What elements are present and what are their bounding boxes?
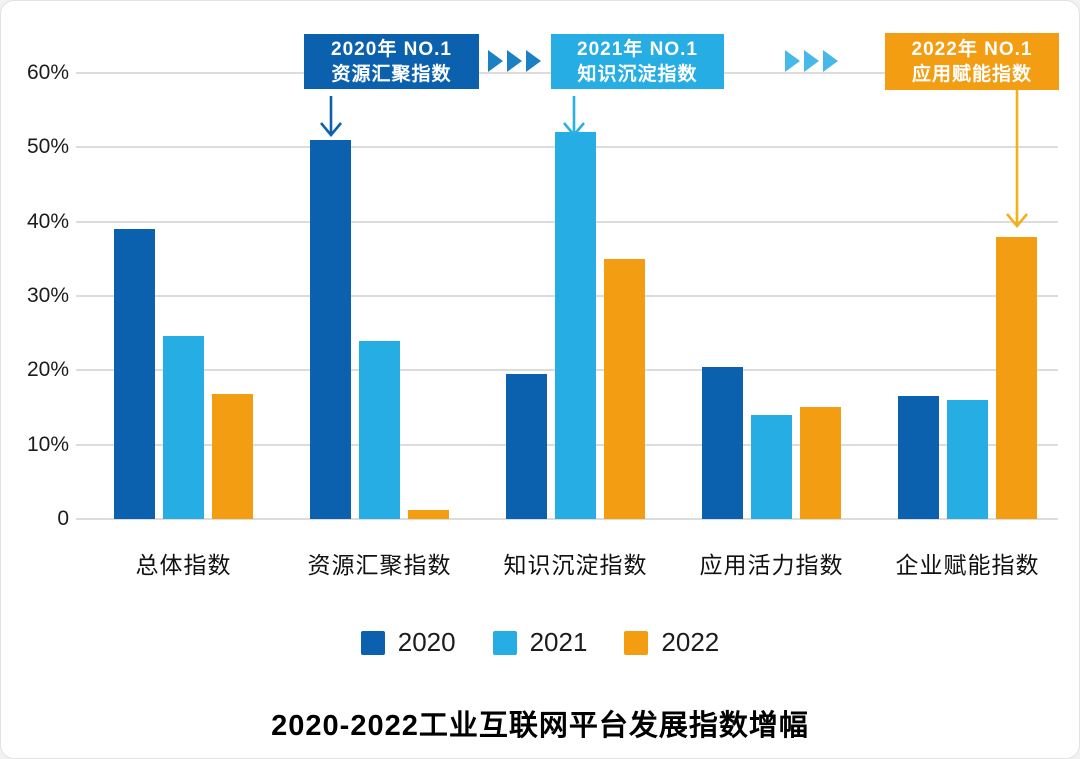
bar-2020-企业赋能指数 — [898, 396, 939, 519]
x-axis-category-label: 总体指数 — [135, 552, 232, 578]
annotation-2020-year: 2020年 NO.1 — [331, 38, 452, 60]
legend-swatch-icon — [360, 630, 385, 655]
bar-2020-应用活力指数 — [702, 367, 743, 519]
annotation-2021-year: 2021年 NO.1 — [577, 38, 698, 60]
bar-2021-总体指数 — [163, 336, 204, 519]
bar-2020-总体指数 — [114, 229, 155, 519]
bar-2021-企业赋能指数 — [947, 400, 988, 519]
y-axis-tick-label: 20% — [26, 358, 69, 382]
legend-item-2021: 2021 — [492, 627, 588, 658]
triple-chevron-right-icon — [785, 50, 838, 72]
x-axis-category-label: 资源汇聚指数 — [307, 552, 452, 578]
gridline — [76, 518, 1058, 520]
annotation-2020-index: 资源汇聚指数 — [331, 63, 452, 85]
legend-label: 2022 — [661, 627, 720, 657]
bar-2020-知识沉淀指数 — [506, 374, 547, 519]
legend-swatch-icon — [492, 630, 517, 655]
legend-swatch-icon — [624, 630, 649, 655]
legend-item-2022: 2022 — [624, 627, 719, 658]
x-axis-category-label: 企业赋能指数 — [895, 552, 1040, 578]
annotation-box-2022: 2022年 NO.1 应用赋能指数 — [885, 33, 1059, 90]
y-axis-tick-label: 0 — [57, 507, 69, 530]
y-axis-tick-label: 30% — [26, 284, 69, 307]
y-axis-tick-label: 60% — [26, 61, 69, 84]
down-arrow-icon — [563, 96, 585, 138]
bar-2021-资源汇聚指数 — [359, 340, 400, 519]
bar-2021-应用活力指数 — [751, 414, 792, 519]
annotation-2022-year: 2022年 NO.1 — [911, 38, 1033, 60]
annotation-box-2021: 2021年 NO.1 知识沉淀指数 — [551, 34, 724, 89]
bar-2022-总体指数 — [212, 394, 253, 519]
triple-chevron-right-icon — [488, 50, 541, 72]
chart-title: 2020-2022工业互联网平台发展指数增幅 — [271, 710, 809, 742]
bar-2022-资源汇聚指数 — [408, 510, 449, 519]
x-axis-category-label: 知识沉淀指数 — [503, 552, 648, 578]
x-axis-category-label: 应用活力指数 — [699, 552, 844, 578]
legend-item-2020: 2020 — [360, 627, 456, 658]
bar-2021-知识沉淀指数 — [555, 132, 596, 519]
annotation-box-2020: 2020年 NO.1 资源汇聚指数 — [304, 34, 479, 89]
down-arrow-icon — [1006, 90, 1028, 229]
bar-2022-企业赋能指数 — [996, 236, 1037, 519]
down-arrow-icon — [320, 96, 342, 138]
bar-2020-资源汇聚指数 — [310, 139, 351, 519]
y-axis-tick-label: 10% — [26, 432, 69, 456]
bar-2022-知识沉淀指数 — [604, 258, 645, 519]
legend-label: 2021 — [529, 627, 588, 657]
annotation-2021-index: 知识沉淀指数 — [577, 63, 698, 85]
legend-label: 2020 — [397, 627, 456, 657]
legend: 2020 2021 2022 — [1, 627, 1079, 658]
y-axis-tick-label: 50% — [26, 135, 69, 159]
annotation-2022-index: 应用赋能指数 — [911, 63, 1032, 85]
y-axis-tick-label: 40% — [26, 209, 69, 233]
bar-2022-应用活力指数 — [800, 406, 841, 519]
